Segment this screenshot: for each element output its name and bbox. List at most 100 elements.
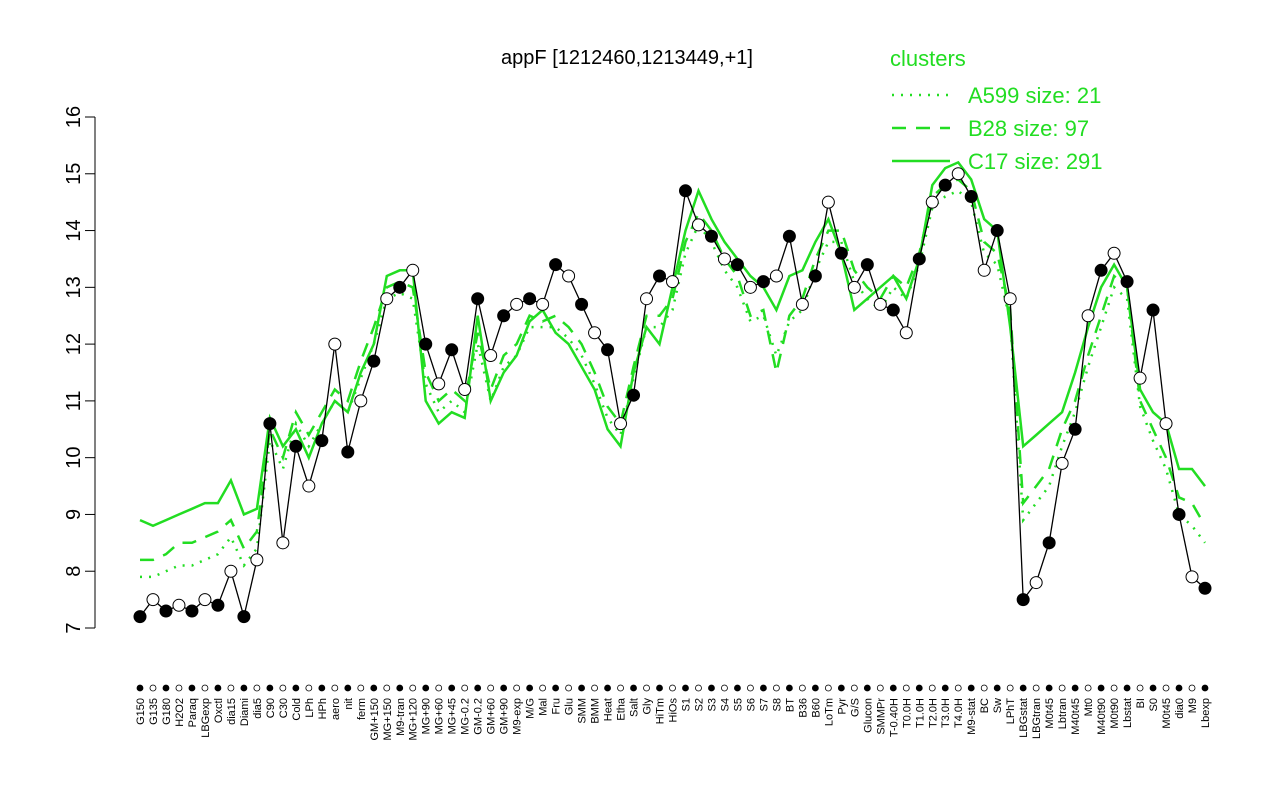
category-marker [474, 684, 482, 692]
x-tick-label: LBGexp [200, 698, 212, 738]
category-marker [565, 684, 572, 692]
x-tick-label: C30 [278, 698, 290, 718]
y-tick-label: 11 [63, 391, 85, 412]
data-point [834, 246, 848, 260]
data-point [627, 388, 641, 402]
x-tick-label: Lbtran [1057, 698, 1069, 729]
data-point [341, 445, 355, 459]
data-point [198, 593, 212, 607]
category-marker [591, 684, 598, 692]
data-point [1029, 576, 1043, 590]
x-tick-label: SMMPr [875, 698, 887, 735]
data-point [380, 292, 394, 306]
legend-label: B28 size: 97 [968, 116, 1089, 141]
x-tick-label: M0t45 [1161, 698, 1173, 729]
category-marker [513, 684, 521, 692]
x-tick-label: T-0.40H [888, 698, 900, 737]
data-point [549, 258, 563, 272]
category-marker [837, 684, 845, 692]
category-marker [227, 684, 235, 692]
x-tick-label: Mt0 [1083, 698, 1095, 716]
x-tick-label: GM-0.2 [473, 698, 485, 735]
x-tick-label: S3 [706, 698, 718, 711]
category-marker [863, 684, 871, 692]
data-point [588, 326, 602, 340]
y-tick-label: 9 [63, 509, 85, 520]
category-marker [902, 684, 910, 692]
x-tick-label: M0t90 [1109, 698, 1121, 729]
x-tick-label: Pyr [836, 698, 848, 715]
y-tick-label: 16 [63, 106, 85, 128]
x-tick-label: BT [784, 698, 796, 712]
x-tick-label: S8 [771, 698, 783, 711]
data-point [367, 354, 381, 368]
category-marker [798, 684, 806, 692]
data-point [821, 195, 835, 209]
x-tick-label: Fru [551, 698, 563, 715]
category-marker [785, 684, 793, 692]
data-point [1107, 246, 1121, 260]
x-tick-label: MG+90 [421, 698, 433, 734]
data-point [601, 343, 615, 357]
x-tick-label: M40t90 [1096, 698, 1108, 735]
category-marker [1006, 684, 1014, 692]
x-tick-label: Mal [538, 698, 550, 716]
x-tick-label: Lbexp [1200, 698, 1212, 728]
category-marker [928, 684, 936, 692]
x-tick-label: B36 [797, 698, 809, 718]
category-marker [552, 684, 560, 692]
category-marker [954, 684, 962, 692]
data-point [1016, 593, 1030, 607]
category-marker [461, 684, 469, 692]
x-tick-label: GM+150 [369, 698, 381, 741]
data-point [250, 553, 264, 567]
category-marker [240, 684, 248, 692]
category-marker [630, 684, 637, 692]
x-tick-label: S2 [693, 698, 705, 711]
category-marker [734, 684, 741, 692]
x-tick-label: Heat [603, 698, 615, 721]
x-tick-label: B60 [810, 698, 822, 718]
data-point [224, 564, 238, 578]
category-marker [889, 684, 897, 692]
category-marker [500, 684, 508, 692]
category-marker [370, 684, 378, 692]
x-tick-label: M0t45 [1044, 698, 1056, 729]
x-tick-label: S0 [1148, 698, 1160, 711]
category-marker [526, 684, 534, 692]
category-marker [1097, 684, 1105, 692]
data-point [691, 218, 705, 232]
x-tick-label: MG+150 [382, 698, 394, 741]
data-point [938, 178, 952, 192]
category-marker [409, 684, 417, 692]
data-point [263, 417, 277, 431]
category-marker [149, 684, 157, 692]
data-point [510, 297, 524, 311]
data-point [1068, 422, 1082, 436]
category-marker [1058, 684, 1066, 692]
data-point [782, 229, 796, 243]
data-point [1042, 536, 1056, 550]
category-marker [643, 684, 650, 692]
cluster-line [140, 178, 1207, 562]
category-marker [201, 684, 209, 692]
data-point [406, 263, 420, 277]
data-point [1081, 309, 1095, 323]
data-point [458, 383, 472, 397]
category-marker [435, 684, 443, 692]
category-marker [617, 684, 624, 692]
category-marker [656, 684, 663, 692]
x-tick-label: H2O2 [174, 698, 186, 727]
data-point [951, 167, 965, 181]
x-tick-label: LBGstat [1018, 698, 1030, 738]
category-marker [292, 684, 300, 692]
category-marker [448, 684, 456, 692]
data-point [1003, 292, 1017, 306]
x-tick-label: MG+60 [434, 698, 446, 734]
data-point [678, 184, 692, 198]
data-point [847, 280, 861, 294]
category-marker [1071, 684, 1079, 692]
x-tick-label: dia0 [1174, 698, 1186, 719]
data-point [1133, 371, 1147, 385]
x-tick-label: T2.0H [927, 698, 939, 728]
